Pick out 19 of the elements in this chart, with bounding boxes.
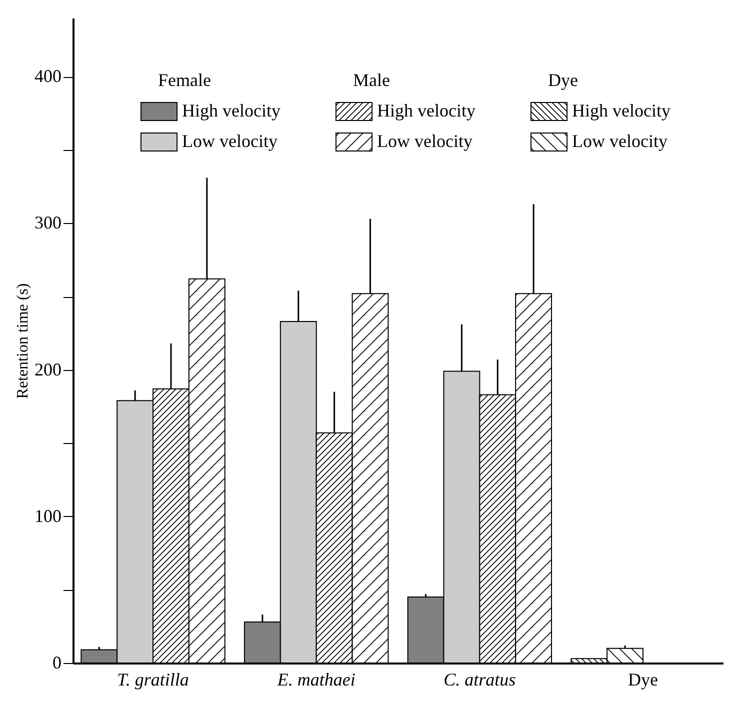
y-tick-label: 100 — [34, 506, 62, 526]
y-tick-label: 200 — [34, 359, 62, 380]
x-tick-label: C. atratus — [444, 670, 516, 690]
annotation: Female — [158, 70, 211, 90]
legend-label: Low velocity — [182, 131, 278, 151]
x-tick-label: Dye — [628, 670, 658, 690]
legend-label: Low velocity — [377, 131, 472, 151]
x-tick-label: E. mathaei — [276, 670, 356, 690]
legend-label: High velocity — [182, 100, 280, 120]
annotation: Dye — [548, 70, 578, 90]
y-tick-label: 300 — [34, 212, 62, 233]
y-tick-label: 400 — [34, 66, 62, 86]
y-axis-title: Retention time (s) — [14, 283, 32, 399]
y-tick-label: 0 — [52, 652, 62, 672]
legend-label: High velocity — [377, 100, 476, 120]
legend-label: Low velocity — [572, 131, 668, 151]
x-tick-label: T. gratilla — [117, 670, 189, 690]
legend-label: High velocity — [572, 100, 670, 120]
annotation: Male — [353, 70, 390, 90]
